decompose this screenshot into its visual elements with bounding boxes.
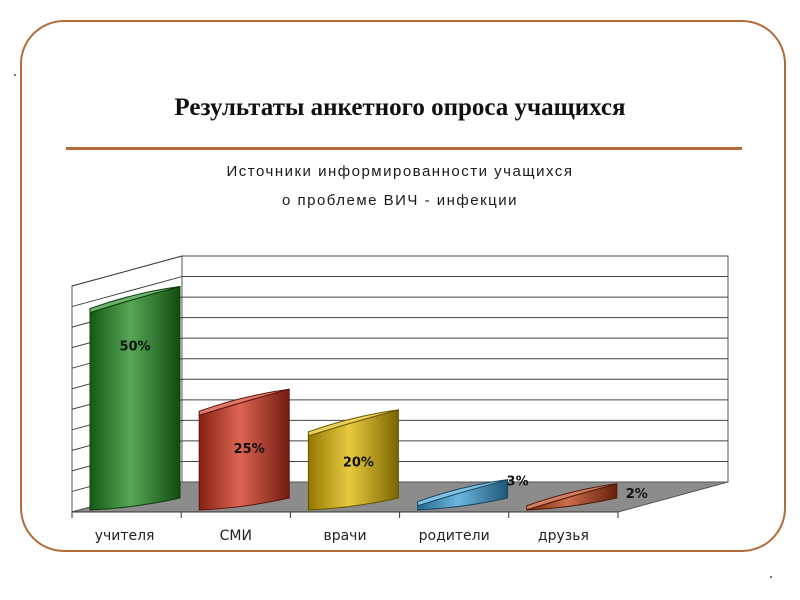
bar-top	[198, 388, 290, 416]
bar-СМИ	[198, 388, 290, 511]
bar-учителя	[89, 285, 181, 511]
bar-front	[89, 285, 181, 511]
bar-top	[89, 286, 181, 314]
data-label: 2%	[626, 487, 648, 502]
data-label: 50%	[119, 340, 150, 355]
data-label: 3%	[507, 475, 529, 490]
data-label: 20%	[343, 456, 374, 471]
gridline-side	[71, 255, 183, 287]
bar-родители	[417, 479, 509, 511]
category-label: СМИ	[220, 528, 252, 544]
bar-top	[526, 483, 617, 511]
bar-top	[307, 409, 399, 437]
chart-subtitle-line-2: о проблеме ВИЧ - инфекции	[281, 192, 519, 209]
chart-subtitle-line-1: Источники информированности учащихся	[226, 163, 574, 180]
decorative-dot	[770, 576, 772, 578]
category-label: друзья	[538, 528, 589, 544]
bar-друзья	[526, 483, 618, 511]
bar-top	[417, 479, 508, 507]
bar-врачи	[307, 409, 399, 511]
category-label: родители	[419, 528, 490, 544]
gridline-side	[71, 276, 183, 308]
decorative-dot	[14, 74, 16, 76]
category-label: учителя	[95, 528, 155, 544]
chart-title: Результаты анкетного опроса учащихся	[174, 94, 626, 121]
category-label: врачи	[323, 528, 366, 544]
title-divider	[66, 147, 742, 150]
data-label: 25%	[234, 442, 265, 457]
